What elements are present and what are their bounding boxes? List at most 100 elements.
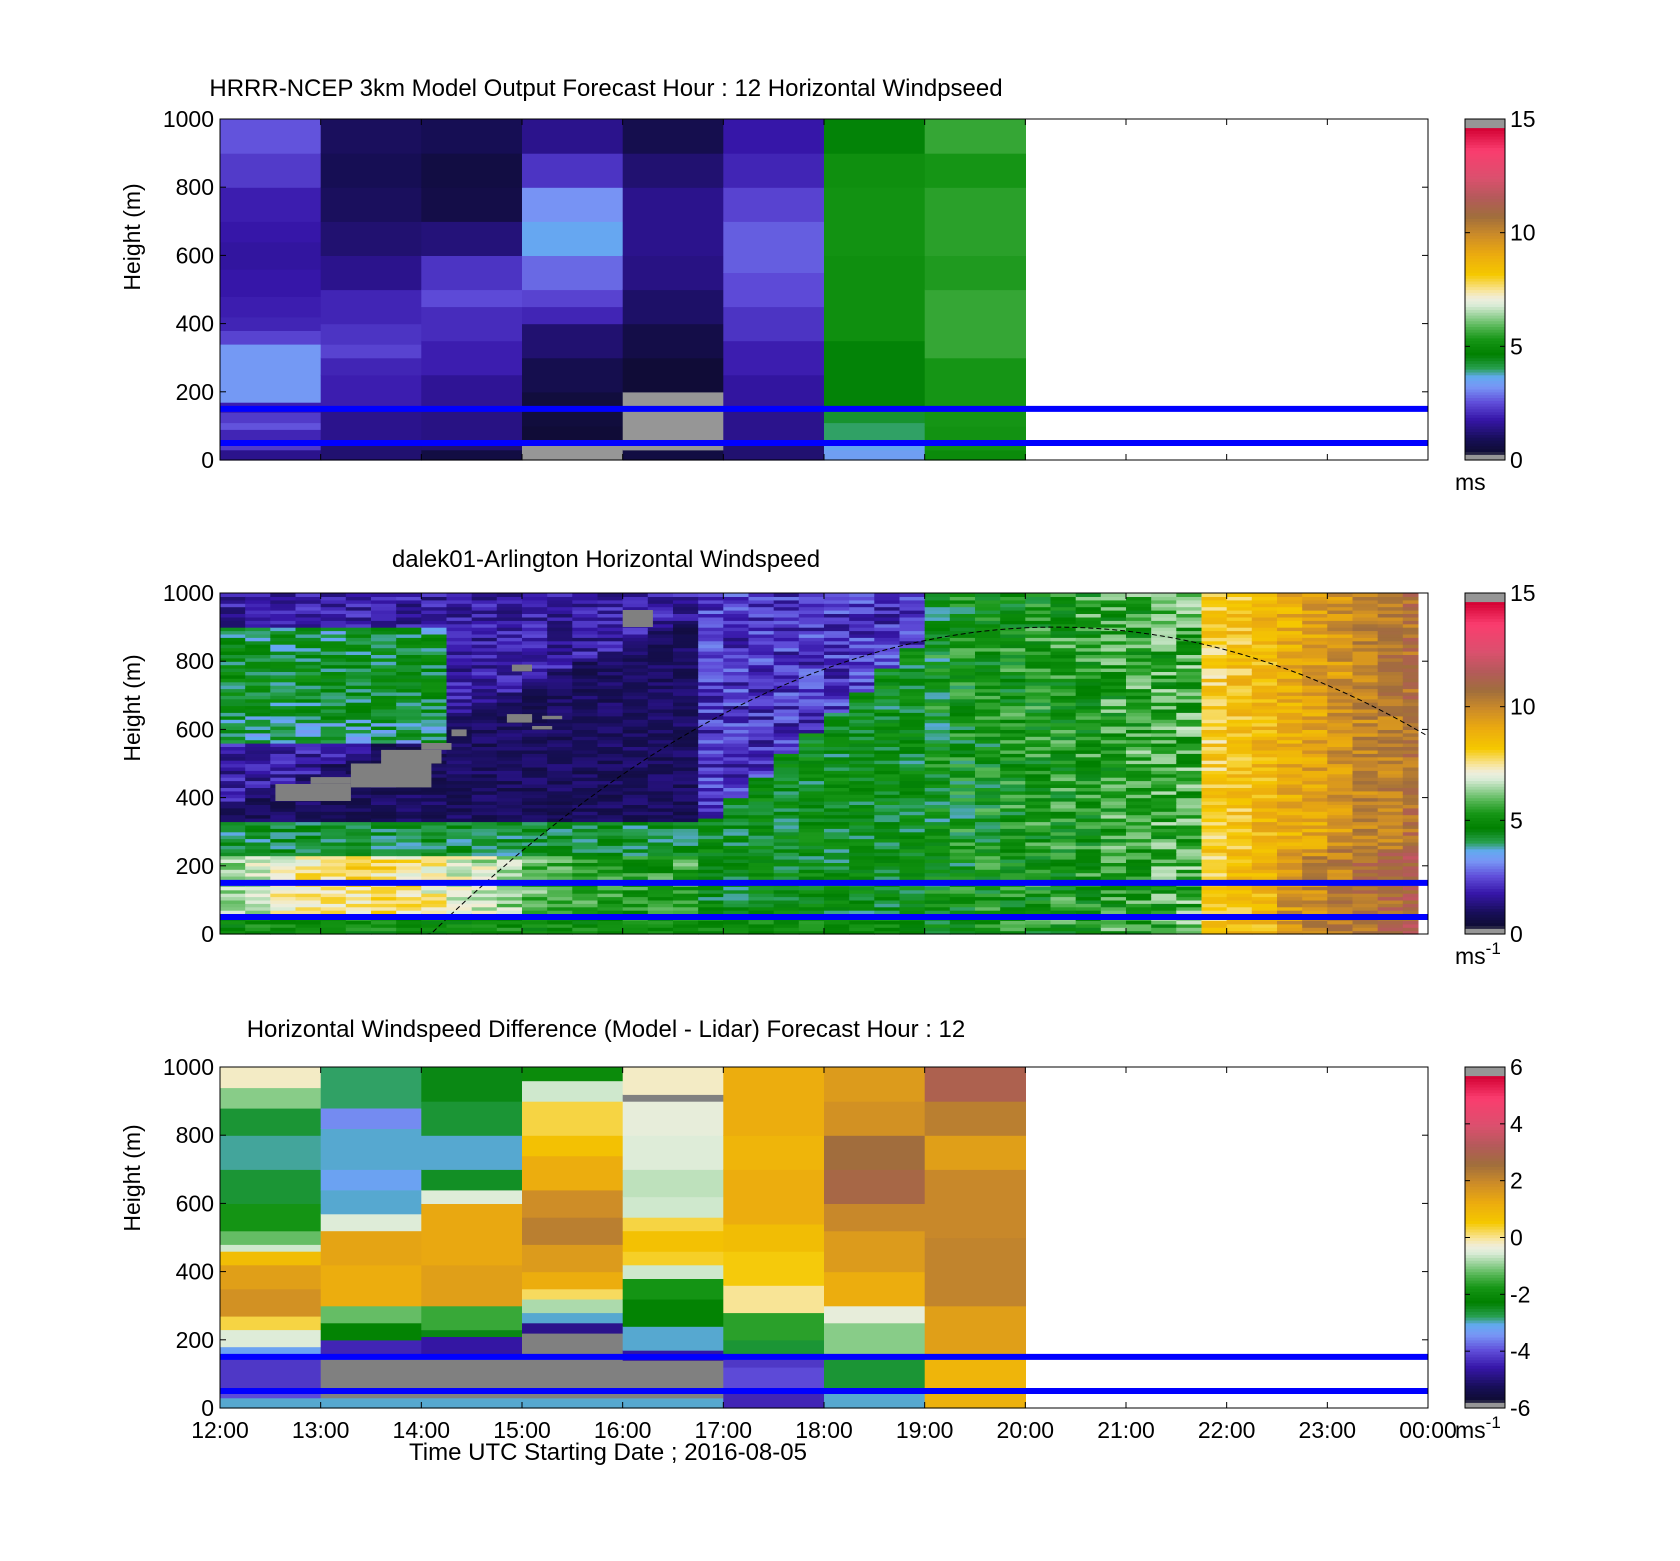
lidar-cell-36-30 <box>1126 920 1152 925</box>
lidar-cell-39-690 <box>1201 695 1228 700</box>
lidar-cell-18-590 <box>673 729 699 734</box>
lidar-cell-20-370 <box>723 804 750 809</box>
lidar-cell-40-640 <box>1226 712 1253 717</box>
lidar-cell-3-930 <box>295 613 322 618</box>
lidar-cell-28-970 <box>924 599 951 604</box>
lidar-cell-46-70 <box>1377 906 1404 911</box>
lidar-cell-37-790 <box>1151 661 1177 666</box>
lidar-cell-22-400 <box>773 794 800 799</box>
lidar-cell-35-280 <box>1100 835 1127 840</box>
lidar-cell-5-730 <box>345 681 372 686</box>
heatmap-cell-2-8 <box>421 221 523 256</box>
lidar-cell-22-110 <box>773 893 800 898</box>
lidar-cell-14-800 <box>572 657 599 662</box>
colorbar-segment <box>1465 289 1505 293</box>
lidar-cell-0-520 <box>220 753 246 758</box>
lidar-cell-8-910 <box>421 620 448 625</box>
lidar-cell-17-540 <box>647 746 674 751</box>
lidar-cell-11-930 <box>496 613 523 618</box>
lidar-cell-19-320 <box>698 821 724 826</box>
lidar-cell-34-830 <box>1075 647 1102 652</box>
lidar-cell-35-600 <box>1100 726 1127 730</box>
lidar-cell-19-980 <box>698 596 724 601</box>
lidar-cell-44-560 <box>1327 739 1354 744</box>
lidar-cell-47-70 <box>1402 906 1419 911</box>
lidar-cell-37-950 <box>1151 606 1177 611</box>
lidar-cell-36-80 <box>1126 903 1152 908</box>
colorbar-segment <box>1465 153 1505 157</box>
lidar-cell-36-690 <box>1126 695 1152 700</box>
lidar-cell-4-540 <box>320 746 347 751</box>
lidar-cell-18-410 <box>673 790 699 795</box>
lidar-cell-18-320 <box>673 821 699 826</box>
lidar-cell-18-690 <box>673 695 699 700</box>
lidar-cell-32-840 <box>1025 644 1052 649</box>
lidar-cell-14-850 <box>572 640 599 645</box>
lidar-cell-26-800 <box>874 657 901 662</box>
lidar-cell-13-430 <box>547 784 573 788</box>
lidar-cell-2-590 <box>270 729 297 734</box>
lidar-cell-11-690 <box>496 695 523 700</box>
lidar-cell-23-410 <box>798 790 825 795</box>
lidar-cell-26-600 <box>874 726 901 730</box>
colorbar-segment <box>1465 204 1505 208</box>
lidar-cell-31-490 <box>1000 763 1026 768</box>
lidar-cell-43-60 <box>1302 910 1328 915</box>
lidar-cell-16-470 <box>622 770 649 775</box>
lidar-cell-14-490 <box>572 763 599 768</box>
lidar-cell-5-130 <box>345 886 372 891</box>
lidar-cell-36-190 <box>1126 865 1152 870</box>
lidar-cell-6-790 <box>371 661 397 666</box>
lidar-cell-14-310 <box>572 824 599 829</box>
lidar-cell-40-30 <box>1226 920 1253 925</box>
lidar-cell-33-620 <box>1050 719 1077 724</box>
lidar-cell-2-170 <box>270 872 297 877</box>
lidar-cell-44-780 <box>1327 664 1354 669</box>
lidar-cell-16-590 <box>622 729 649 734</box>
lidar-cell-41-840 <box>1251 644 1278 649</box>
lidar-cell-20-210 <box>723 859 750 863</box>
lidar-cell-39-270 <box>1201 838 1228 843</box>
lidar-cell-9-520 <box>446 753 473 758</box>
lidar-cell-38-160 <box>1176 876 1203 880</box>
lidar-cell-31-750 <box>1000 674 1026 679</box>
lidar-cell-20-0 <box>723 930 750 935</box>
lidar-cell-37-570 <box>1151 736 1177 741</box>
lidar-cell-36-580 <box>1126 732 1152 737</box>
lidar-cell-26-790 <box>874 661 901 666</box>
lidar-cell-27-720 <box>899 685 926 690</box>
lidar-cell-8-390 <box>421 797 448 802</box>
lidar-cell-8-670 <box>421 702 448 707</box>
heatmap-cell-3-0 <box>522 449 624 461</box>
lidar-cell-2-110 <box>270 893 297 898</box>
lidar-cell-28-700 <box>924 691 951 696</box>
lidar-cell-12-290 <box>522 831 548 836</box>
lidar-cell-11-30 <box>496 920 523 925</box>
lidar-cell-12-210 <box>522 859 548 863</box>
lidar-cell-12-830 <box>522 647 548 652</box>
lidar-cell-31-340 <box>1000 814 1026 819</box>
lidar-cell-0-620 <box>220 719 246 724</box>
lidar-cell-32-720 <box>1025 685 1052 690</box>
lidar-cell-27-100 <box>899 896 926 901</box>
lidar-cell-43-520 <box>1302 753 1328 758</box>
lidar-cell-14-160 <box>572 876 599 880</box>
lidar-cell-2-910 <box>270 620 297 625</box>
lidar-cell-30-740 <box>975 678 1001 683</box>
lidar-cell-4-770 <box>320 668 347 672</box>
lidar-cell-29-120 <box>949 889 976 894</box>
lidar-cell-26-170 <box>874 872 901 877</box>
lidar-cell-24-710 <box>824 688 850 693</box>
lidar-cell-11-380 <box>496 801 523 805</box>
lidar-cell-27-230 <box>899 852 926 857</box>
lidar-cell-35-910 <box>1100 620 1127 625</box>
lidar-cell-12-960 <box>522 603 548 608</box>
lidar-cell-13-980 <box>547 596 573 601</box>
lidar-cell-29-740 <box>949 678 976 683</box>
lidar-cell-13-280 <box>547 835 573 840</box>
lidar-cell-43-220 <box>1302 855 1328 860</box>
lidar-cell-11-950 <box>496 606 523 611</box>
lidar-cell-17-160 <box>647 876 674 880</box>
lidar-cell-20-100 <box>723 896 750 901</box>
lidar-cell-16-870 <box>622 633 649 638</box>
